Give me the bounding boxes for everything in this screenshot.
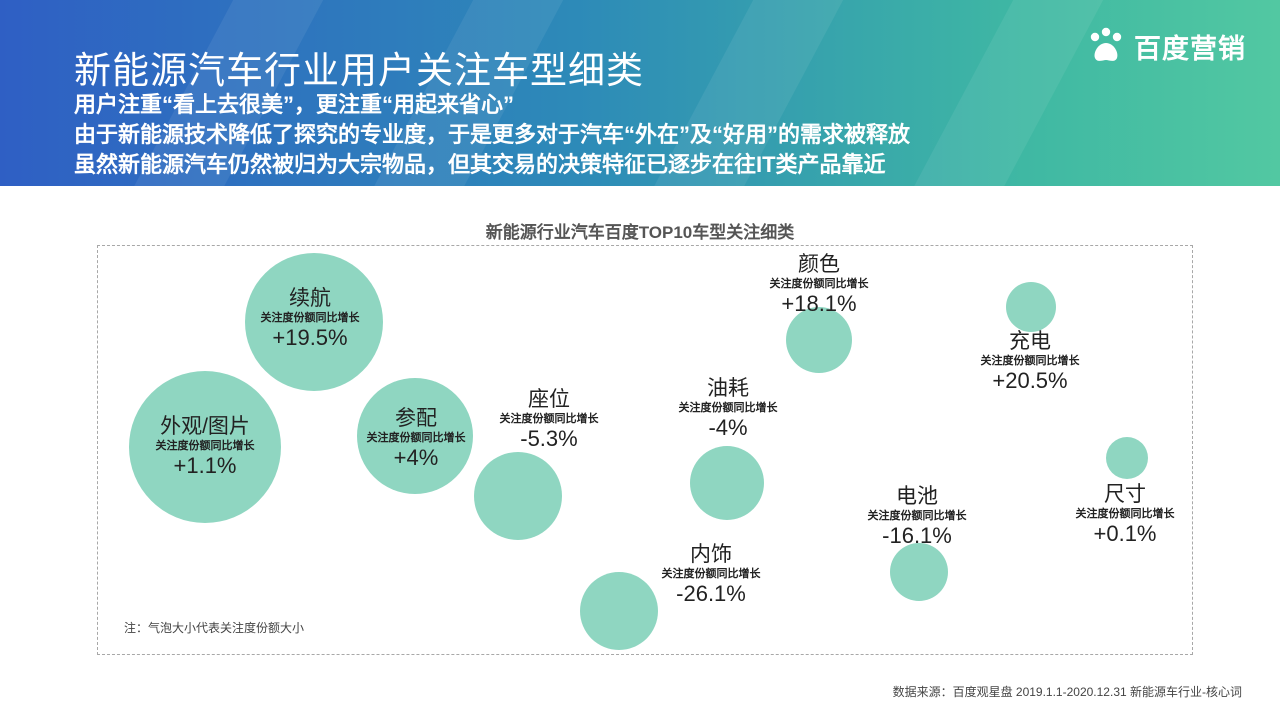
bubble-4	[474, 452, 562, 540]
bubble-9	[1006, 282, 1056, 332]
growth-value: +19.5%	[272, 324, 348, 350]
category-name: 颜色	[798, 253, 840, 276]
bubble-label-2: 续航关注度份额同比增长 +19.5%	[260, 287, 360, 350]
logo-text: 百度营销	[1134, 33, 1246, 64]
bubble-label-4: 座位关注度份额同比增长 -5.3%	[499, 388, 599, 451]
bubble-label-6: 油耗关注度份额同比增长 -4%	[678, 377, 778, 440]
growth-value: +18.1%	[781, 290, 857, 316]
bubble-label-9: 充电关注度份额同比增长 +20.5%	[980, 330, 1080, 393]
baidu-marketing-logo: 百度营销	[1086, 26, 1246, 66]
bubble-8	[890, 543, 948, 601]
growth-value: -16.1%	[882, 522, 952, 548]
category-name: 充电	[1009, 330, 1051, 353]
bubble-6	[690, 446, 764, 520]
growth-value: +20.5%	[992, 367, 1068, 393]
chart-title: 新能源行业汽车百度TOP10车型关注细类	[485, 223, 795, 242]
metric-label: 关注度份额同比增长	[980, 355, 1080, 368]
metric-label: 关注度份额同比增长	[678, 402, 778, 415]
bubble-5	[580, 572, 658, 650]
metric-label: 关注度份额同比增长	[260, 312, 360, 325]
category-name: 内饰	[690, 543, 732, 566]
metric-label: 关注度份额同比增长	[867, 510, 967, 523]
metric-label: 关注度份额同比增长	[769, 278, 869, 291]
growth-value: +1.1%	[173, 452, 237, 478]
metric-label: 关注度份额同比增长	[1075, 508, 1175, 521]
category-name: 参配	[395, 407, 437, 430]
data-source: 数据来源：百度观星盘 2019.1.1-2020.12.31 新能源车行业-核心…	[892, 685, 1242, 699]
bubble-10	[1106, 437, 1148, 479]
chart-frame	[97, 245, 1193, 655]
growth-value: +4%	[393, 444, 439, 470]
bubble-label-5: 内饰关注度份额同比增长 -26.1%	[661, 543, 761, 606]
metric-label: 关注度份额同比增长	[366, 432, 466, 445]
bubble-label-8: 电池关注度份额同比增长 -16.1%	[867, 485, 967, 548]
bubble-label-7: 颜色关注度份额同比增长 +18.1%	[769, 253, 869, 316]
category-name: 座位	[528, 388, 570, 411]
chart-note: 注：气泡大小代表关注度份额大小	[124, 621, 305, 635]
category-name: 外观/图片	[160, 415, 250, 438]
bubble-7	[786, 307, 852, 373]
page-title: 新能源汽车行业用户关注车型细类	[74, 50, 644, 91]
bubble-label-10: 尺寸关注度份额同比增长 +0.1%	[1075, 483, 1175, 546]
bubble-3	[357, 378, 473, 494]
growth-value: -4%	[708, 414, 748, 440]
metric-label: 关注度份额同比增长	[155, 440, 255, 453]
metric-label: 关注度份额同比增长	[499, 413, 599, 426]
bubble-1	[129, 371, 281, 523]
bubble-label-3: 参配关注度份额同比增长 +4%	[366, 407, 466, 470]
category-name: 电池	[896, 485, 938, 508]
category-name: 油耗	[707, 377, 749, 400]
growth-value: +0.1%	[1093, 520, 1157, 546]
metric-label: 关注度份额同比增长	[661, 568, 761, 581]
header-banner: 新能源汽车行业用户关注车型细类 用户注重“看上去很美”，更注重“用起来省心” 由…	[0, 0, 1280, 186]
bubble-label-1: 外观/图片关注度份额同比增长 +1.1%	[155, 415, 255, 478]
subtitle-line-2: 由于新能源技术降低了探究的专业度，于是更多对于汽车“外在”及“好用”的需求被释放	[74, 122, 911, 147]
growth-value: -26.1%	[676, 580, 746, 606]
growth-value: -5.3%	[520, 425, 578, 451]
bubble-2	[245, 253, 383, 391]
category-name: 续航	[289, 287, 331, 310]
subtitle-line-1: 用户注重“看上去很美”，更注重“用起来省心”	[74, 92, 515, 117]
category-name: 尺寸	[1104, 483, 1146, 506]
baidu-paw-icon	[1090, 27, 1122, 61]
subtitle-line-3: 虽然新能源汽车仍然被归为大宗物品，但其交易的决策特征已逐步在往IT类产品靠近	[74, 152, 886, 177]
